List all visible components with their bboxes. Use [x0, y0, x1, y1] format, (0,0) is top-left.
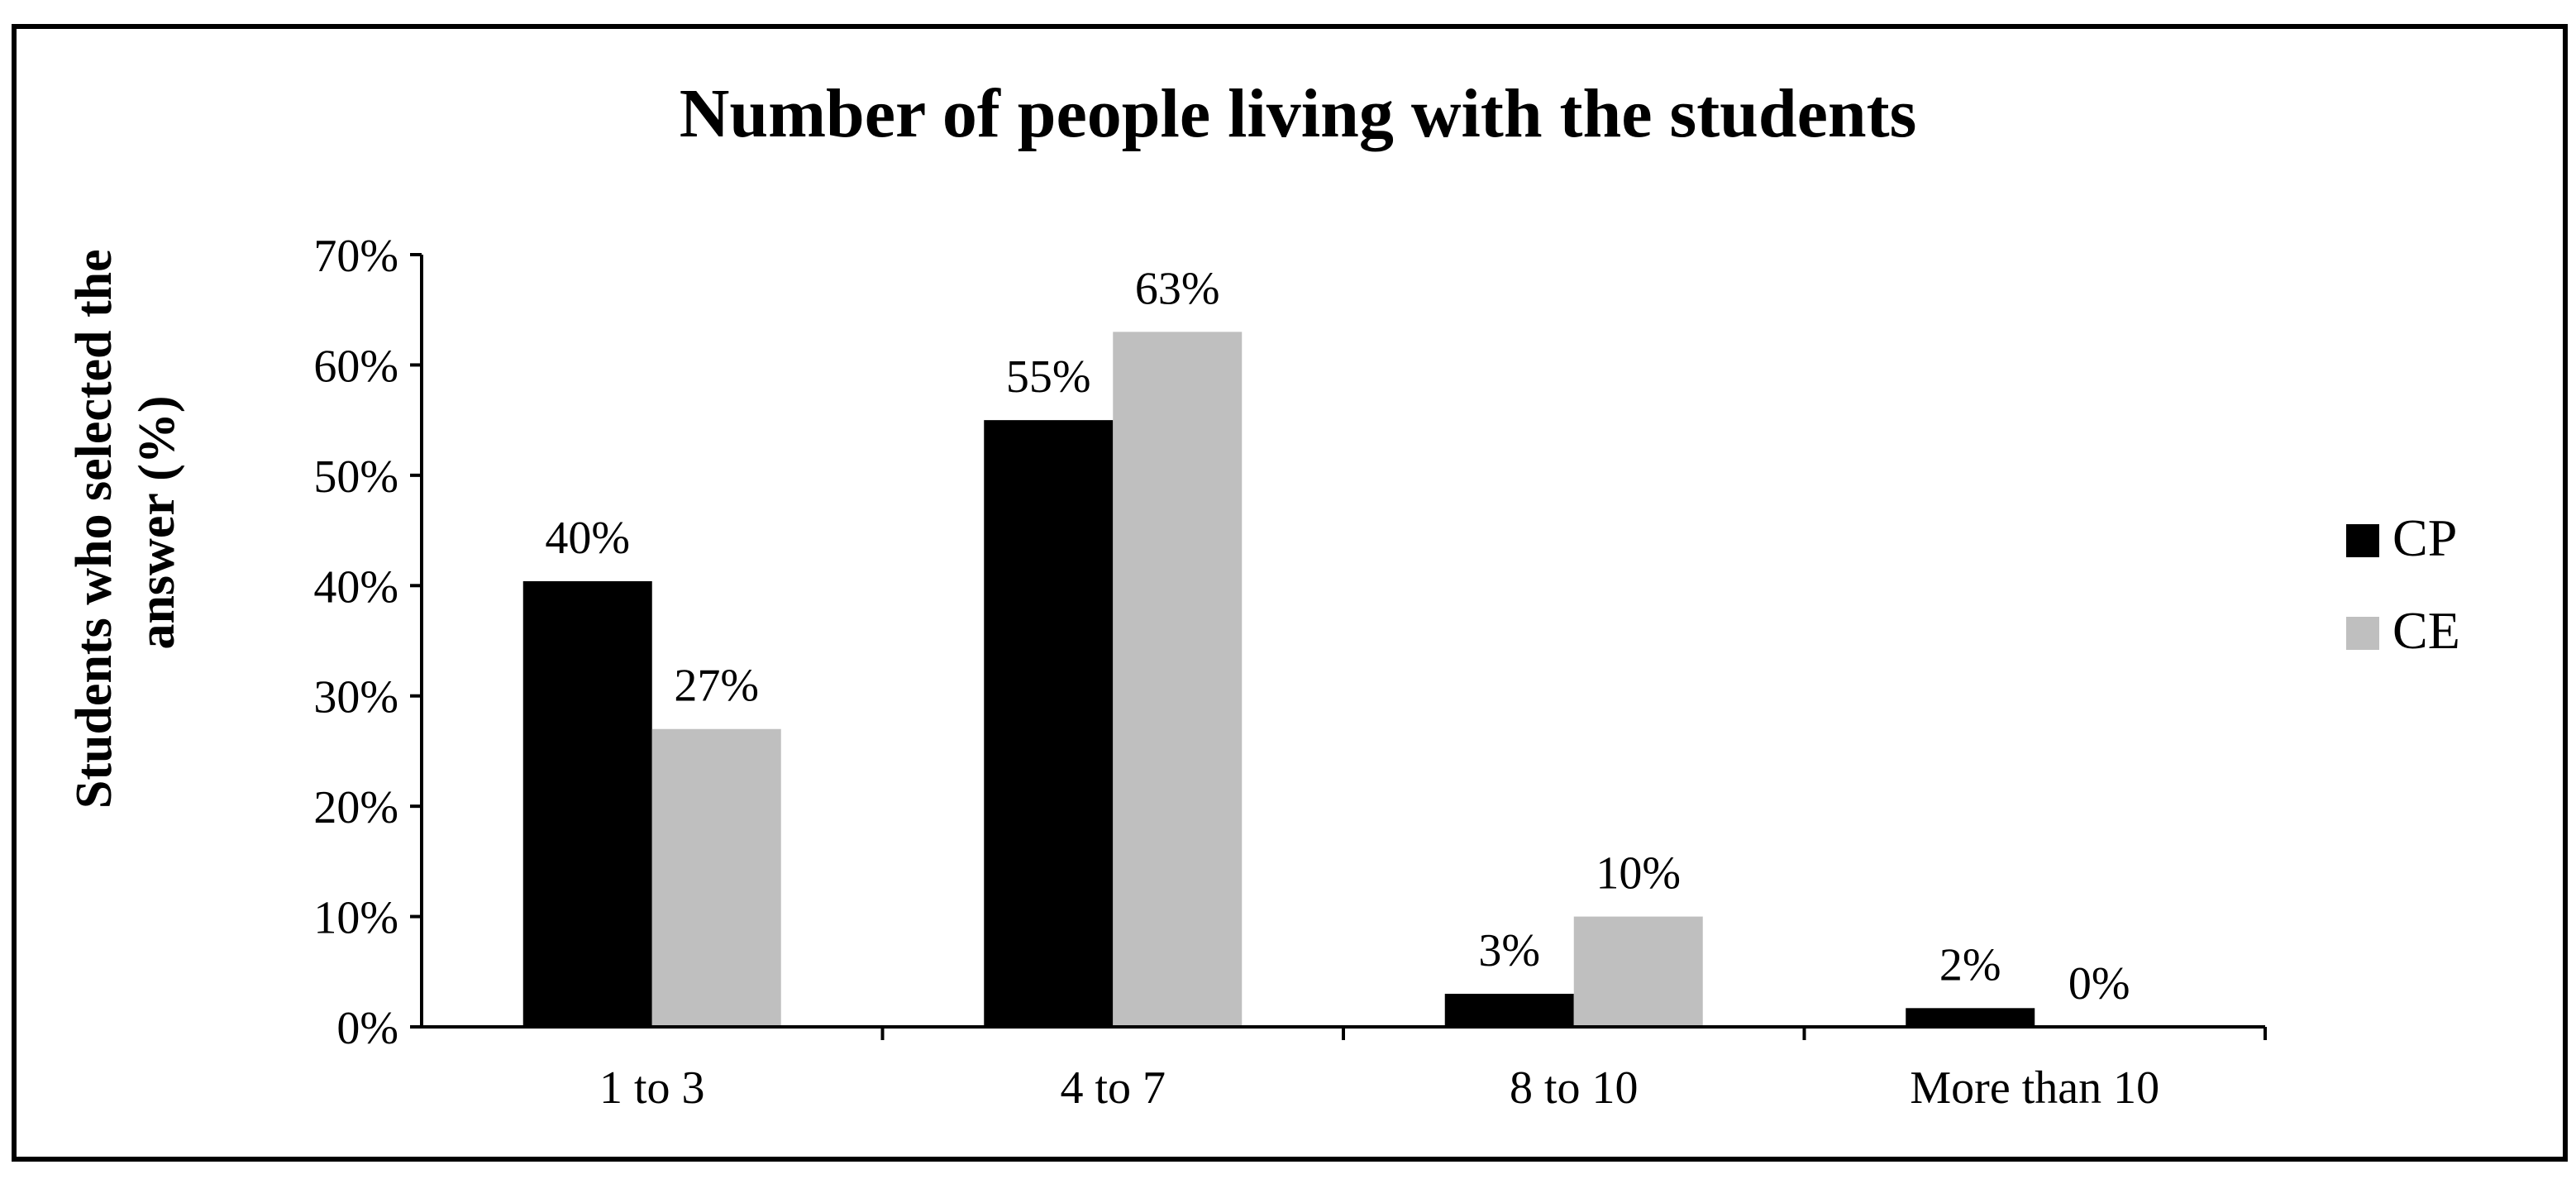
bar-cp	[1906, 1008, 2035, 1027]
y-tick-label: 20%	[313, 782, 398, 833]
x-tick-label: More than 10	[1910, 1062, 2159, 1114]
y-tick-label: 40%	[313, 561, 398, 613]
data-label: 40%	[545, 513, 630, 564]
bar-ce	[1573, 916, 1703, 1027]
bar-cp	[522, 580, 652, 1027]
x-tick-label: 1 to 3	[599, 1062, 705, 1114]
y-axis-title-line-2: answer (%)	[129, 395, 185, 649]
chart-border	[12, 24, 2568, 1162]
y-tick-label: 10%	[313, 893, 398, 944]
data-label: 0%	[2068, 958, 2130, 1010]
y-tick-label: 30%	[313, 672, 398, 723]
y-axis-title: Students who selected the answer (%)	[66, 236, 185, 809]
legend-label-cp: CP	[2392, 508, 2457, 567]
legend-swatch-cp	[2346, 524, 2379, 557]
y-tick-label: 70%	[313, 231, 398, 282]
data-label: 55%	[1006, 351, 1091, 403]
data-label: 27%	[674, 661, 759, 712]
x-tick-label: 4 to 7	[1060, 1062, 1166, 1114]
bar-ce	[1113, 332, 1243, 1027]
bar-cp	[1444, 993, 1574, 1027]
y-tick-label: 60%	[313, 341, 398, 392]
plot-area: 0% 10% 20% 30% 40% 50% 60% 70% 40% 27% 1 to 3 55% 63…	[313, 231, 2267, 1114]
legend: CP CE	[2346, 508, 2460, 660]
data-label: 3%	[1478, 925, 1540, 976]
y-axis-title-line-1: Students who selected the	[66, 249, 122, 809]
data-label: 63%	[1135, 263, 1220, 314]
bar-cp	[984, 420, 1114, 1028]
data-label: 10%	[1596, 848, 1681, 900]
bar-ce	[651, 728, 781, 1027]
data-label: 2%	[1939, 939, 2001, 990]
chart-title: Number of people living with the student…	[680, 75, 1917, 152]
legend-swatch-ce	[2346, 617, 2379, 650]
x-tick-label: 8 to 10	[1510, 1062, 1639, 1114]
legend-label-ce: CE	[2392, 601, 2460, 660]
y-tick-label: 50%	[313, 451, 398, 503]
y-tick-label: 0%	[336, 1003, 398, 1054]
